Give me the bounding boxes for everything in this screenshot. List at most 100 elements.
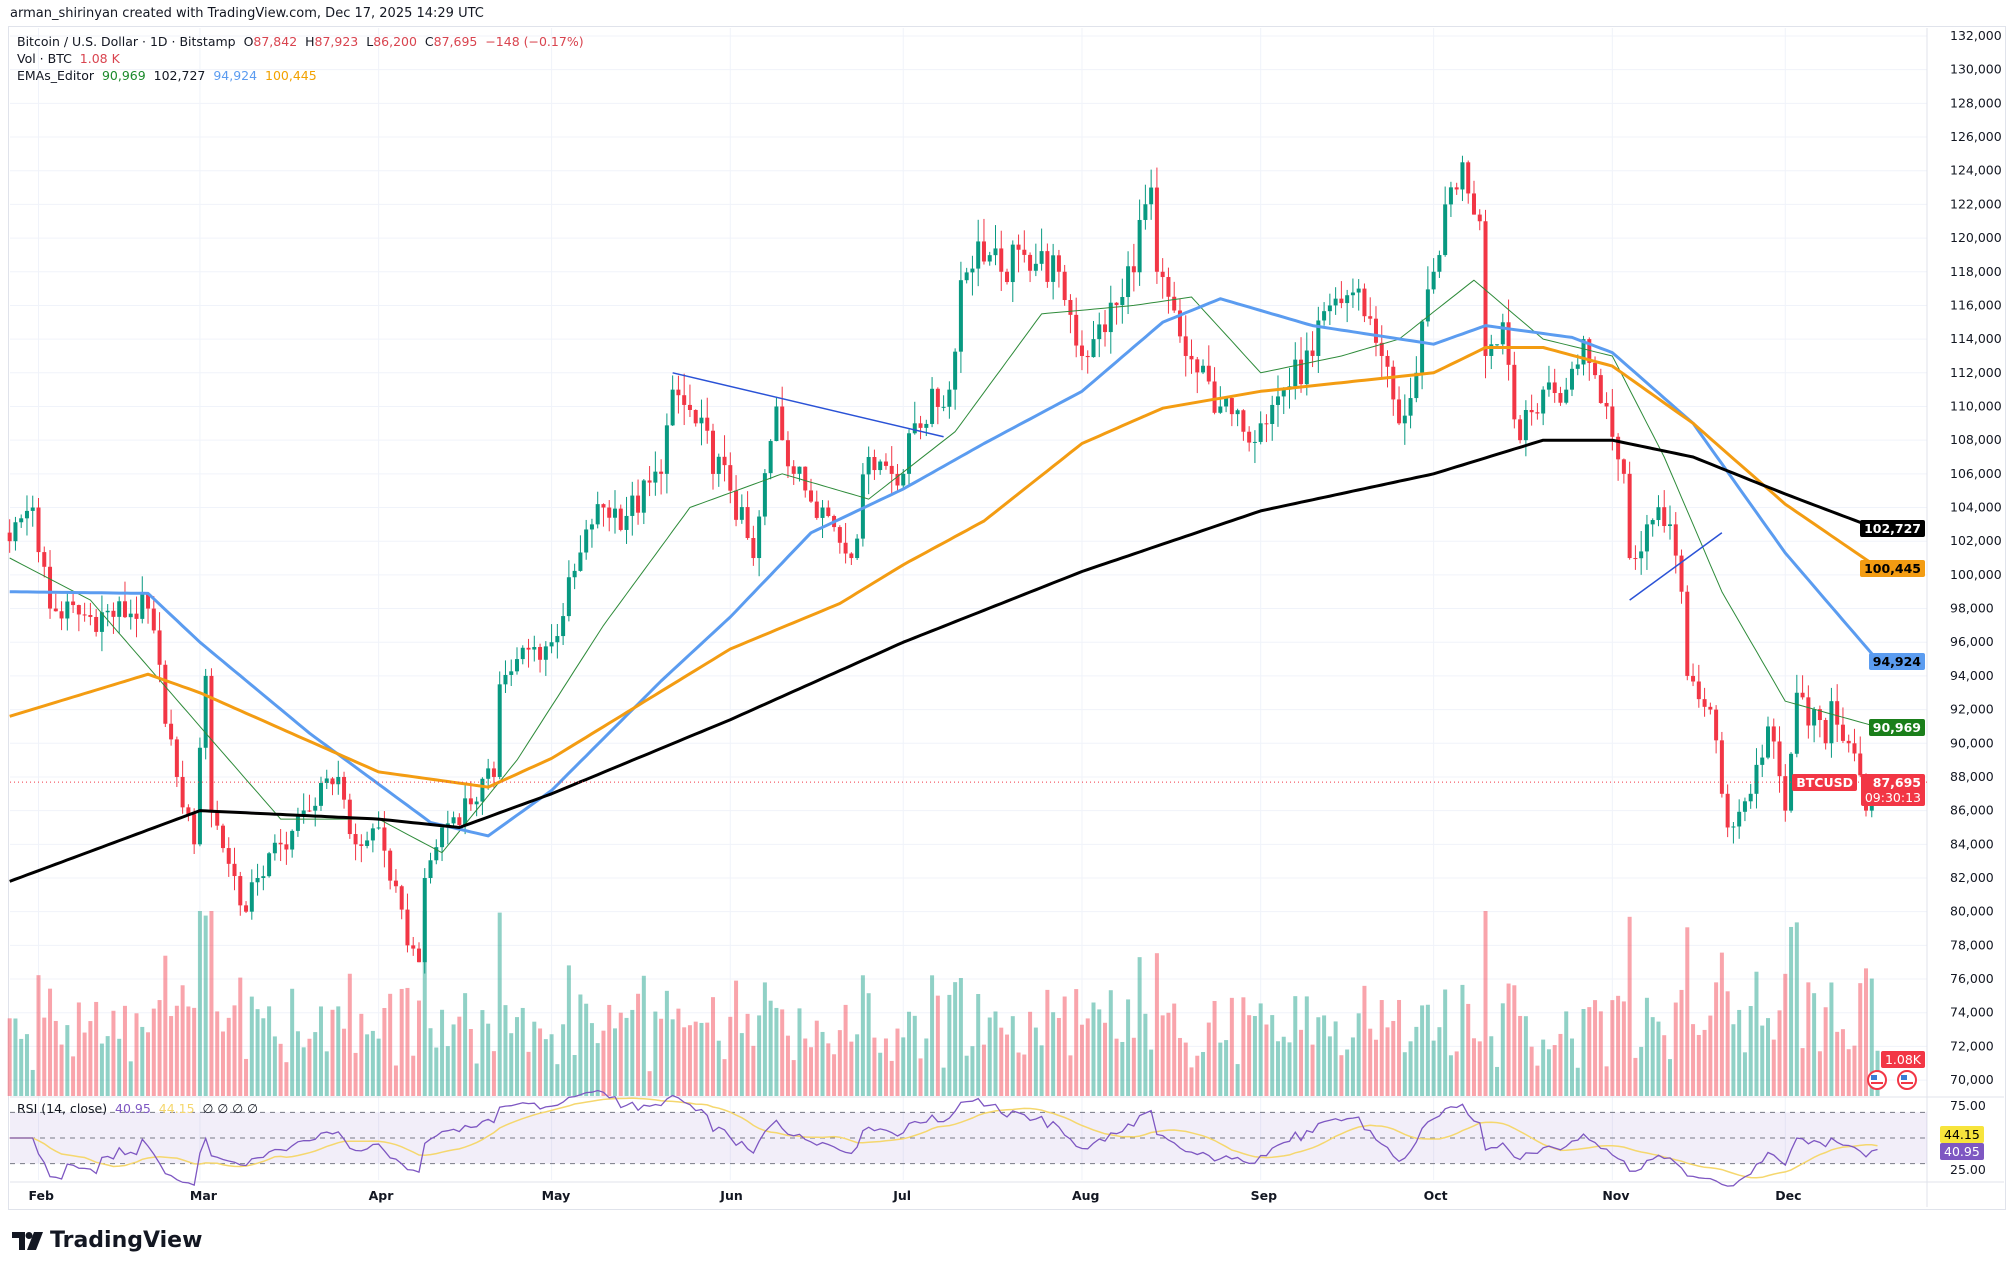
candle-body — [1662, 507, 1667, 527]
volume-bar — [1368, 1028, 1373, 1096]
y-tick-label: 86,000 — [1950, 803, 1994, 818]
volume-bar — [94, 1001, 99, 1096]
volume-bar — [1656, 1021, 1661, 1096]
candle-body — [1748, 793, 1753, 802]
candle-body — [1033, 263, 1038, 271]
volume-bar — [244, 1058, 249, 1096]
volume-bar — [578, 994, 583, 1096]
volume-bar — [930, 975, 935, 1096]
volume-bar — [1154, 953, 1159, 1096]
volume-bar — [1869, 978, 1874, 1096]
volume-bar — [272, 1036, 277, 1096]
candle-body — [1691, 675, 1696, 682]
ema-legend[interactable]: EMAs_Editor 90,969 102,727 94,924 100,44… — [17, 67, 584, 84]
candle-body — [215, 810, 220, 826]
volume-bar — [13, 1018, 18, 1096]
volume-bar — [785, 1035, 790, 1096]
volume-bar — [393, 1065, 398, 1096]
volume-bar — [1823, 1007, 1828, 1096]
volume-bar — [624, 1017, 629, 1096]
tradingview-logo[interactable]: TradingView — [12, 1228, 202, 1253]
candle-body — [1466, 162, 1471, 194]
candle-body — [509, 671, 514, 675]
candle-body — [791, 466, 796, 474]
volume-bar — [647, 1071, 652, 1096]
x-tick-label: Dec — [1775, 1188, 1801, 1203]
volume-bar — [1852, 1045, 1857, 1096]
rsi-legend[interactable]: RSI (14, close) 40.95 44.15 ∅ ∅ ∅ ∅ — [17, 1101, 258, 1116]
candle-body — [94, 616, 99, 632]
volume-bar — [1131, 1037, 1136, 1096]
volume-bar — [970, 1046, 975, 1096]
volume-bar — [866, 993, 871, 1096]
candle-body — [1160, 271, 1165, 278]
volume-bar — [1644, 997, 1649, 1096]
volume-bar — [1079, 1024, 1084, 1096]
candle-body — [907, 433, 912, 474]
candle-body — [785, 440, 790, 467]
candle-body — [1408, 398, 1413, 416]
candle-body — [1091, 339, 1096, 358]
candle-body — [284, 844, 289, 850]
candle-body — [820, 507, 825, 518]
candle-body — [1604, 402, 1609, 407]
candle-body — [1852, 743, 1857, 754]
candle-body — [780, 406, 785, 441]
candle-body — [48, 566, 53, 609]
symbol-legend[interactable]: Bitcoin / U.S. Dollar · 1D · Bitstamp O8… — [17, 33, 584, 50]
volume-bar — [1431, 1040, 1436, 1096]
volume-bar — [924, 1038, 929, 1096]
volume-bar — [209, 911, 214, 1096]
rsi-tick-label: 75.00 — [1950, 1098, 1986, 1113]
y-tick-label: 80,000 — [1950, 904, 1994, 919]
candle-body — [762, 473, 767, 517]
volume-bar — [1639, 1046, 1644, 1096]
ema20-line — [9, 279, 1878, 854]
volume-bar — [468, 1029, 473, 1096]
candle-body — [1598, 375, 1603, 403]
candle-body — [561, 616, 566, 637]
candle-body — [1541, 389, 1546, 414]
candle-body — [1114, 302, 1119, 306]
chart-legend: Bitcoin / U.S. Dollar · 1D · Bitstamp O8… — [17, 33, 584, 84]
ema100-price-tag: 100,445 — [1860, 560, 1925, 577]
candle-body — [1719, 740, 1724, 794]
volume-bar — [728, 1016, 733, 1096]
candle-body — [947, 389, 952, 407]
volume-bar — [1120, 1041, 1125, 1096]
volume-bar — [238, 977, 243, 1096]
volume-bar — [1172, 1003, 1177, 1096]
volume-bar — [584, 1003, 589, 1096]
candle-body — [1812, 709, 1817, 726]
candle-body — [463, 798, 468, 825]
volume-bar — [474, 1063, 479, 1096]
volume-bar — [1091, 1002, 1096, 1096]
ema20-value: 90,969 — [101, 68, 146, 83]
candle-body — [19, 518, 24, 523]
volume-bar — [1045, 989, 1050, 1096]
volume-bar — [791, 1060, 796, 1096]
candle-body — [1581, 339, 1586, 365]
volume-bar — [416, 1000, 421, 1096]
volume-bar — [1817, 1051, 1822, 1096]
volume-bar — [1777, 1010, 1782, 1096]
volume-bar — [1685, 927, 1690, 1096]
candle-body — [1039, 251, 1044, 264]
candle-body — [1056, 255, 1061, 272]
volume-bar — [503, 1005, 508, 1096]
volume-bar — [1812, 993, 1817, 1096]
volume-bar — [589, 1023, 594, 1096]
volume-bar — [751, 1045, 756, 1096]
candle-body — [457, 817, 462, 825]
candle-body — [659, 471, 664, 474]
volume-legend[interactable]: Vol · BTC 1.08 K — [17, 50, 584, 67]
candle-body — [1702, 699, 1707, 707]
candle-body — [1166, 277, 1171, 297]
volume-bar — [1448, 1055, 1453, 1096]
candle-body — [117, 601, 122, 617]
volume-bar — [1316, 1017, 1321, 1096]
volume-bar — [7, 1018, 12, 1096]
volume-bar — [1420, 1005, 1425, 1096]
volume-bar — [1293, 996, 1298, 1096]
